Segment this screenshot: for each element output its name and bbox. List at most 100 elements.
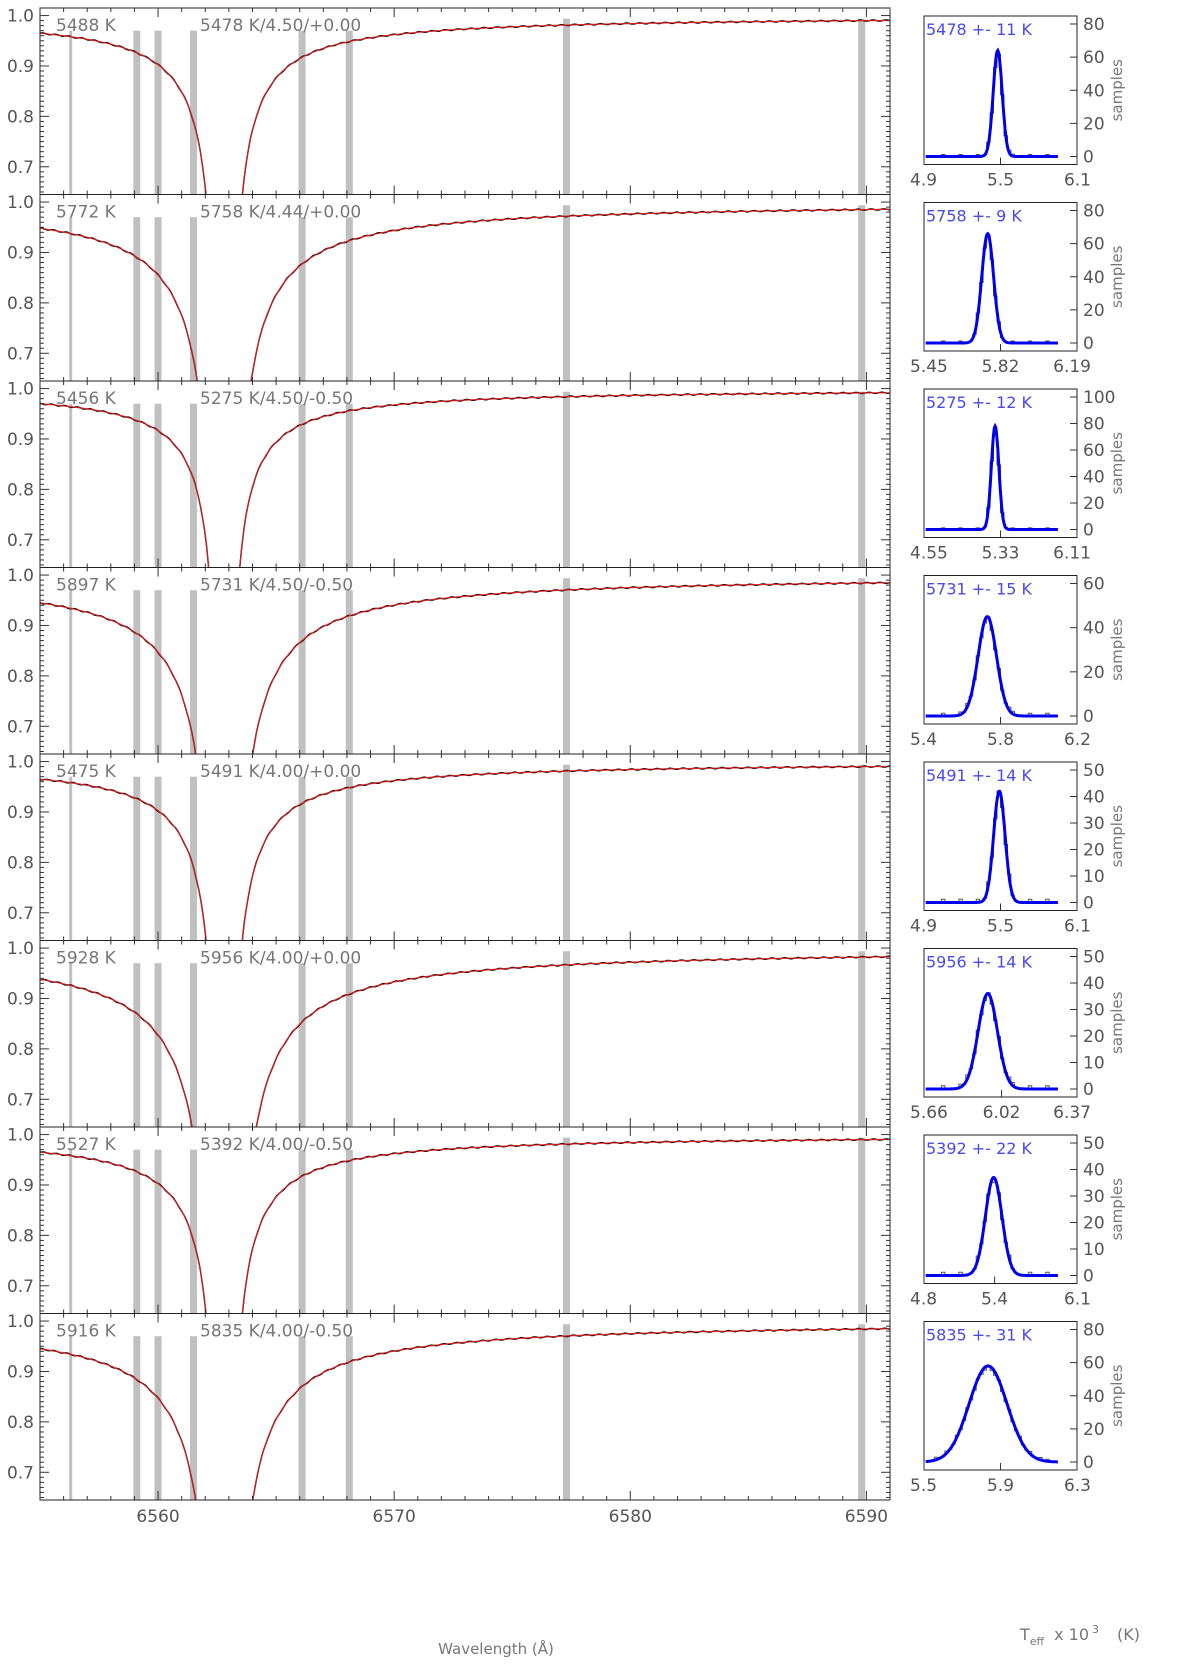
mask-band — [298, 1336, 306, 1500]
panel-1: 0.7 0.8 0.9 1.0 5488 K 5478 K/4.50/+0.00 0 20 40… — [7, 7, 1126, 195]
spectrum-y-tick-label: 0.8 — [7, 1413, 34, 1433]
panel-annotation-right: 5491 K/4.00/+0.00 — [200, 762, 361, 782]
histogram-gaussian-fit — [925, 614, 1058, 718]
panel-annotation-right: 5731 K/4.50/-0.50 — [200, 576, 353, 596]
histogram-y-axis-label: samples — [1108, 618, 1126, 681]
histogram-y-tick-label: 40 — [1083, 619, 1105, 639]
mask-band — [858, 391, 866, 568]
histogram-x-tick-label: 6.1 — [1064, 917, 1091, 937]
hist-x-axis-label: Teff x 10 3 (K) — [1019, 1623, 1140, 1648]
spectrum-y-tick-label: 1.0 — [7, 380, 34, 400]
histogram-gaussian-fit — [925, 1364, 1058, 1464]
mask-band — [189, 963, 197, 1127]
histogram-x-tick-label: 5.9 — [987, 1476, 1014, 1496]
histogram-x-tick-label: 5.66 — [910, 1103, 948, 1123]
panel-7: 0.7 0.8 0.9 1.0 5527 K 5392 K/4.00/-0.50 0 10 20… — [7, 1126, 1126, 1314]
spectrum-y-tick-label: 1.0 — [7, 1312, 34, 1332]
mask-band — [345, 1336, 353, 1500]
spectrum-y-tick-label: 0.9 — [7, 243, 34, 263]
spectrum-frame — [39, 1126, 891, 1314]
mask-band — [298, 776, 306, 941]
histogram-8: 0 20 40 60 80 5.5 5.9 6.3 5835 +- 31 K samples — [910, 1321, 1126, 1497]
panel-6: 0.7 0.8 0.9 1.0 5928 K 5956 K/4.00/+0.00 0 10 20… — [7, 939, 1126, 1128]
panel-3: 0.7 0.8 0.9 1.0 5456 K 5275 K/4.50/-0.50 0 20 40… — [7, 380, 1126, 568]
mask-band — [563, 205, 571, 381]
mask-band — [69, 963, 73, 1127]
histogram-x-tick-label: 6.2 — [1064, 730, 1091, 750]
histogram-y-tick-label: 20 — [1083, 301, 1105, 321]
observed-spectrum-line — [40, 19, 890, 195]
panel-annotation-left: 5456 K — [56, 389, 117, 409]
mask-band — [563, 578, 571, 754]
model-spectrum-line — [40, 1138, 890, 1314]
histogram-y-tick-label: 40 — [1083, 468, 1105, 488]
mask-band — [189, 403, 197, 568]
panel-annotation-right: 5275 K/4.50/-0.50 — [200, 389, 353, 409]
mask-band — [154, 1336, 162, 1500]
mask-band — [69, 590, 73, 754]
spectrum-x-tick-label: 6590 — [845, 1507, 888, 1527]
panels-layer: 0.7 0.8 0.9 1.0 5488 K 5478 K/4.50/+0.00 0 20 40… — [7, 7, 1126, 1527]
mask-band — [69, 217, 73, 381]
mask-band — [133, 30, 141, 195]
spectrum-x-tick-label: 6560 — [136, 1507, 179, 1527]
panel-annotation-left: 5527 K — [56, 1135, 117, 1155]
mask-band — [133, 403, 141, 568]
histogram-x-tick-label: 4.55 — [910, 544, 948, 564]
mask-band — [69, 403, 73, 568]
histogram-x-tick-label: 5.4 — [981, 1290, 1008, 1310]
histogram-x-tick-label: 6.37 — [1053, 1103, 1091, 1123]
mask-band — [189, 1149, 197, 1314]
panel-2: 0.7 0.8 0.9 1.0 5772 K 5758 K/4.44/+0.00 0 20 40… — [7, 193, 1126, 382]
histogram-x-tick-label: 6.1 — [1064, 1290, 1091, 1310]
histogram-2: 0 20 40 60 80 5.45 5.82 6.19 5758 +- 9 K samples — [910, 202, 1126, 378]
histogram-x-tick-label: 6.19 — [1053, 357, 1091, 377]
mask-band — [858, 764, 866, 941]
spectrum-y-tick-label: 0.8 — [7, 1040, 34, 1060]
model-spectrum-line — [40, 392, 890, 568]
spectrum-y-tick-label: 0.8 — [7, 1226, 34, 1246]
model-spectrum-line — [40, 19, 890, 195]
spectrum-y-tick-label: 0.8 — [7, 667, 34, 687]
mask-band — [154, 590, 162, 754]
panel-4: 0.7 0.8 0.9 1.0 5897 K 5731 K/4.50/-0.50 0 20 40… — [7, 566, 1126, 755]
histogram-6: 0 10 20 30 40 50 5.66 6.02 6.37 5956 +- 14 K sampl… — [910, 948, 1126, 1124]
histogram-y-axis-label: samples — [1108, 432, 1126, 495]
model-spectrum-line — [40, 765, 890, 941]
histogram-3: 0 20 40 60 80 100 4.55 5.33 6.11 5275 +- 12 K samp… — [910, 388, 1126, 564]
histogram-y-axis-label: samples — [1108, 245, 1126, 308]
mask-band — [133, 590, 141, 754]
mask-band — [345, 403, 353, 568]
spectrum-y-tick-label: 0.7 — [7, 717, 34, 737]
mask-band — [858, 18, 866, 195]
spectrum-y-tick-label: 0.8 — [7, 853, 34, 873]
mask-band — [298, 30, 306, 195]
mask-band — [345, 30, 353, 195]
mask-band — [563, 1137, 571, 1314]
mask-band — [133, 963, 141, 1127]
histogram-x-tick-label: 5.45 — [910, 357, 948, 377]
mask-band — [563, 764, 571, 941]
mask-band — [189, 590, 197, 754]
histogram-y-tick-label: 20 — [1083, 663, 1105, 683]
mask-band — [189, 30, 197, 195]
observed-spectrum-line — [40, 765, 890, 941]
panel-annotation-left: 5916 K — [56, 1322, 117, 1342]
panel-annotation-left: 5928 K — [56, 949, 117, 969]
model-spectrum-line — [40, 208, 890, 381]
histogram-y-tick-label: 40 — [1083, 268, 1105, 288]
hist-x-label-exp: 3 — [1092, 1623, 1099, 1636]
histogram-teff-label: 5392 +- 22 K — [926, 1139, 1033, 1158]
histogram-y-tick-label: 60 — [1083, 48, 1105, 68]
spectrum-y-tick-label: 1.0 — [7, 753, 34, 773]
histogram-teff-label: 5731 +- 15 K — [926, 580, 1033, 599]
mask-band — [189, 1336, 197, 1500]
mask-band — [563, 391, 571, 568]
histogram-1: 0 20 40 60 80 4.9 5.5 6.1 5478 +- 11 K samples — [910, 15, 1126, 191]
mask-band — [133, 776, 141, 941]
histogram-y-tick-label: 30 — [1083, 1187, 1105, 1207]
histogram-y-tick-label: 20 — [1083, 841, 1105, 861]
histogram-x-tick-label: 5.4 — [910, 730, 937, 750]
mask-band — [154, 963, 162, 1127]
